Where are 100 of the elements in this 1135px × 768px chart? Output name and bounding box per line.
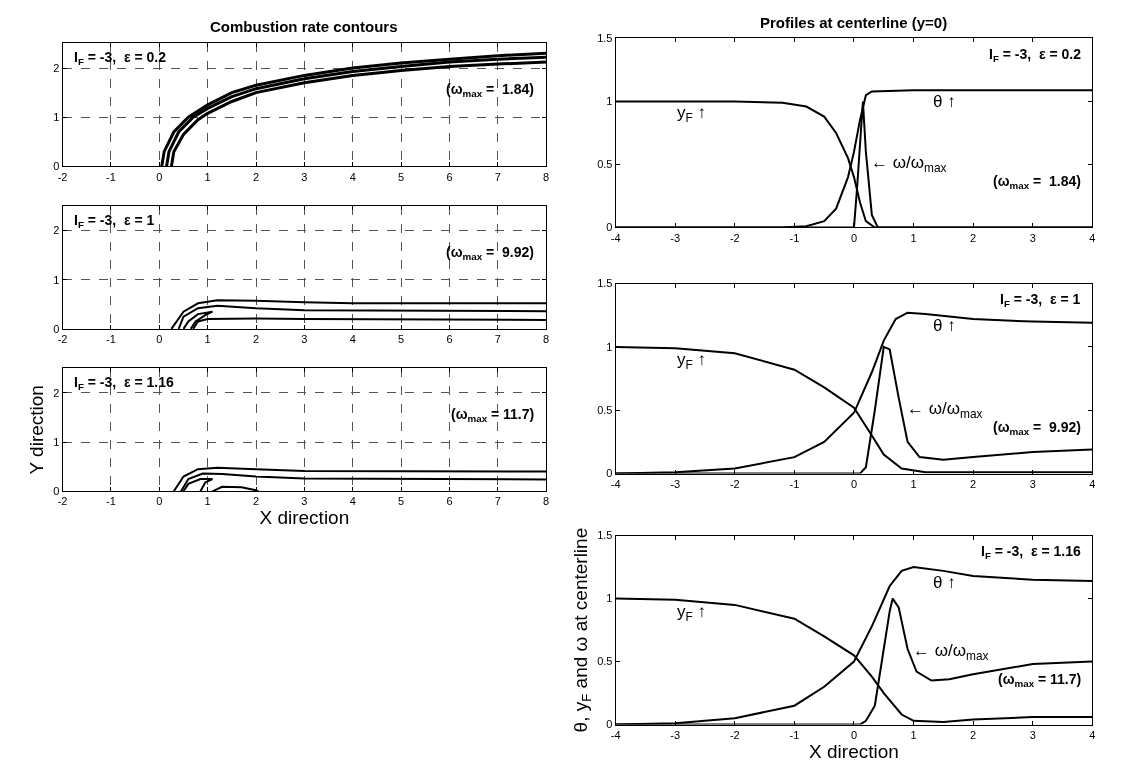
- annotation: (ω$_{max}$ = 1.84): [446, 81, 534, 99]
- x-tick-label: 2: [252, 170, 260, 183]
- annotation: I$_{F}$ = -3, ε = 0.2: [989, 46, 1082, 64]
- x-tick-label: -4: [610, 728, 621, 741]
- x-tick-label: 4: [349, 495, 356, 508]
- x-tick-label: 3: [1029, 231, 1036, 244]
- y-tick-label: 1.5: [597, 32, 613, 45]
- y-axis-title: Y direction: [26, 385, 48, 475]
- x-tick-label: 8: [543, 333, 550, 346]
- annotation: ← ω/ω$_{max}$: [913, 641, 989, 663]
- x-tick-label: 1: [204, 333, 211, 346]
- x-axis-title: X direction: [809, 740, 899, 762]
- x-tick-label: -3: [670, 231, 681, 244]
- y-tick-label: 0.5: [597, 655, 613, 668]
- x-tick-label: -1: [789, 231, 800, 244]
- x-tick-label: 4: [349, 170, 356, 183]
- x-tick-label: 0: [850, 231, 858, 244]
- annotation: θ ↑: [933, 573, 956, 592]
- x-tick-label: -3: [670, 728, 681, 741]
- annotation: I$_{F}$ = -3, ε = 1: [1000, 291, 1081, 309]
- x-tick-label: 2: [252, 333, 260, 346]
- x-tick-label: 1: [910, 728, 917, 741]
- x-tick-label: 5: [398, 170, 405, 183]
- x-tick-label: -2: [729, 231, 740, 244]
- x-tick-label: -4: [610, 477, 621, 490]
- x-tick-label: 6: [446, 495, 453, 508]
- x-tick-label: 2: [252, 495, 260, 508]
- y-tick-label: 1: [53, 435, 60, 448]
- x-tick-label: 8: [543, 170, 550, 183]
- x-tick-label: 3: [1029, 477, 1036, 490]
- x-tick-label: 0: [156, 495, 163, 508]
- annotation: θ ↑: [933, 92, 956, 111]
- y-tick-label: 0: [53, 160, 60, 173]
- y-tick-label: 1: [606, 95, 613, 108]
- x-tick-label: 0: [156, 333, 163, 346]
- annotation: I$_{F}$ = -3, ε = 1: [74, 212, 155, 230]
- x-tick-label: 7: [494, 495, 501, 508]
- y-tick-label: 0: [606, 467, 613, 480]
- x-tick-label: 1: [910, 231, 917, 244]
- x-tick-label: 5: [398, 333, 405, 346]
- x-tick-label: 2: [970, 728, 977, 741]
- x-tick-label: 4: [1089, 477, 1096, 490]
- annotation: ← ω/ω$_{max}$: [907, 399, 983, 421]
- x-tick-label: -2: [729, 728, 740, 741]
- x-axis-title: X direction: [259, 507, 350, 529]
- x-tick-label: 7: [494, 333, 501, 346]
- x-tick-label: 3: [301, 495, 308, 508]
- x-tick-label: 0: [156, 170, 163, 183]
- x-tick-label: 1: [204, 495, 211, 508]
- x-tick-label: 4: [1089, 231, 1096, 244]
- y-tick-label: 0: [606, 718, 613, 731]
- y-tick-label: 1: [53, 111, 60, 124]
- x-tick-label: 3: [301, 170, 308, 183]
- y-tick-label: 1.5: [597, 529, 613, 542]
- x-tick-label: -1: [106, 170, 116, 183]
- x-tick-label: 1: [910, 477, 917, 490]
- y-tick-label: 2: [53, 386, 60, 399]
- x-tick-label: 2: [970, 231, 977, 244]
- x-tick-label: -3: [670, 477, 681, 490]
- x-tick-label: 0: [850, 477, 858, 490]
- annotation: (ω$_{max}$ = 11.7): [998, 671, 1082, 689]
- y-tick-label: 0.5: [597, 158, 613, 171]
- x-tick-label: -2: [57, 170, 68, 183]
- annotation: y$_{F}$ ↑: [677, 103, 706, 125]
- x-tick-label: -1: [789, 728, 800, 741]
- x-tick-label: 3: [1029, 728, 1036, 741]
- x-tick-label: 7: [494, 170, 501, 183]
- x-tick-label: 5: [398, 495, 405, 508]
- y-tick-label: 1: [606, 592, 613, 605]
- x-tick-label: -2: [729, 477, 740, 490]
- y-tick-label: 0.5: [597, 404, 613, 417]
- chart-title: Combustion rate contours: [210, 18, 398, 35]
- y-tick-label: 0: [606, 221, 613, 234]
- annotation: (ω$_{max}$ = 1.84): [993, 173, 1081, 191]
- y-tick-label: 2: [53, 61, 60, 74]
- x-tick-label: 0: [850, 728, 858, 741]
- x-tick-label: 6: [446, 333, 453, 346]
- x-tick-label: 4: [349, 333, 356, 346]
- x-tick-label: -4: [610, 231, 621, 244]
- x-tick-label: -2: [57, 495, 68, 508]
- x-tick-label: -1: [106, 495, 116, 508]
- x-tick-label: -2: [57, 333, 68, 346]
- x-tick-label: 2: [970, 477, 977, 490]
- x-tick-label: 4: [1089, 728, 1096, 741]
- annotation: y$_{F}$ ↑: [677, 602, 706, 624]
- annotation: I$_{F}$ = -3, ε = 0.2: [74, 49, 167, 67]
- x-tick-label: -1: [106, 333, 116, 346]
- annotation: ← ω/ω$_{max}$: [871, 153, 947, 175]
- x-tick-label: 3: [301, 333, 308, 346]
- y-tick-label: 1: [53, 273, 60, 286]
- y-tick-label: 0: [53, 322, 60, 335]
- x-tick-label: -1: [789, 477, 800, 490]
- x-tick-label: 1: [204, 170, 211, 183]
- x-tick-label: 6: [446, 170, 453, 183]
- annotation: (ω$_{max}$ = 9.92): [446, 244, 534, 262]
- y-tick-label: 1.5: [597, 277, 613, 290]
- annotation: (ω$_{max}$ = 11.7): [451, 406, 535, 424]
- annotation: I$_{F}$ = -3, ε = 1.16: [74, 374, 175, 392]
- annotation: y$_{F}$ ↑: [677, 350, 706, 372]
- x-tick-label: 8: [543, 495, 550, 508]
